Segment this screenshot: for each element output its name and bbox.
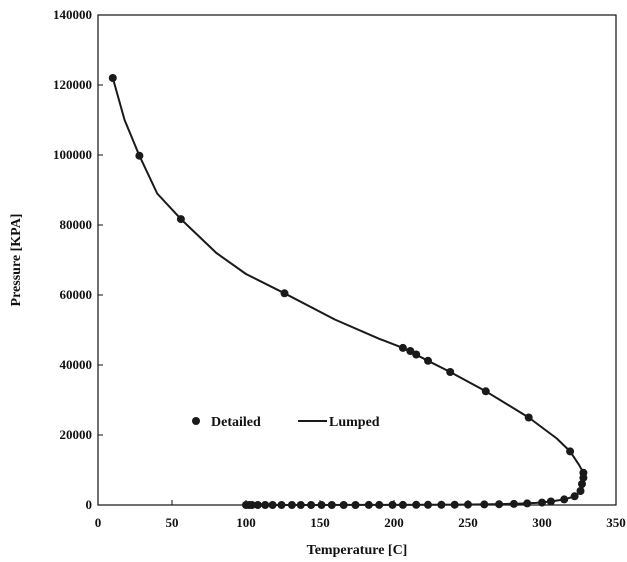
legend-label-detailed: Detailed <box>211 415 261 430</box>
detailed-data-point <box>576 487 585 495</box>
detailed-data-point <box>579 473 588 482</box>
detailed-data-point <box>398 343 407 352</box>
detailed-data-point <box>560 495 569 504</box>
detailed-data-point <box>277 501 286 509</box>
x-tick-label: 350 <box>606 515 626 530</box>
y-tick-label: 40000 <box>60 357 93 372</box>
y-tick-label: 80000 <box>60 217 93 232</box>
detailed-data-point <box>351 501 360 509</box>
x-tick-label: 100 <box>236 515 256 530</box>
legend-marker-detailed <box>192 417 200 425</box>
y-tick-label: 120000 <box>53 77 92 92</box>
detailed-data-point <box>566 447 575 456</box>
x-tick-label: 50 <box>166 515 179 530</box>
detailed-data-point <box>176 215 185 224</box>
detailed-data-point <box>412 350 421 359</box>
x-axis-title: Temperature [C] <box>307 543 408 558</box>
lumped-series-line <box>111 77 586 506</box>
detailed-data-point <box>280 289 289 298</box>
legend: Detailed Lumped <box>192 415 380 430</box>
detailed-data-point <box>339 501 348 509</box>
detailed-data-point <box>480 500 489 509</box>
y-axis-title: Pressure [KPA] <box>9 214 24 307</box>
detailed-data-point <box>509 499 518 508</box>
detailed-data-point <box>375 500 384 509</box>
detailed-data-point <box>135 151 144 160</box>
x-tick-label: 0 <box>95 515 102 530</box>
y-tick-label: 60000 <box>60 287 93 302</box>
plot-area-frame <box>97 14 617 506</box>
detailed-data-point <box>570 492 579 501</box>
detailed-data-point <box>546 497 555 506</box>
detailed-data-point <box>437 500 446 509</box>
detailed-data-point <box>296 501 305 509</box>
detailed-data-point <box>495 500 504 509</box>
detailed-data-point <box>364 500 373 509</box>
detailed-data-point <box>287 501 296 509</box>
detailed-data-point <box>253 501 262 509</box>
detailed-data-point <box>317 501 326 509</box>
detailed-data-point <box>523 499 532 508</box>
detailed-data-point <box>242 501 250 509</box>
legend-label-lumped: Lumped <box>329 415 380 430</box>
x-tick-label: 300 <box>532 515 552 530</box>
detailed-data-point <box>424 356 432 365</box>
x-tick-label: 200 <box>384 515 404 530</box>
y-tick-label: 100000 <box>53 147 92 162</box>
detailed-data-point <box>524 413 533 422</box>
detailed-data-point <box>424 500 432 509</box>
x-tick-label: 250 <box>458 515 478 530</box>
detailed-data-point <box>307 501 316 509</box>
y-tick-label: 140000 <box>53 7 92 22</box>
y-axis-ticks: 0 20000 40000 60000 80000 100000 120000 140000 <box>53 7 103 512</box>
detailed-data-point <box>538 498 546 507</box>
detailed-data-point <box>108 74 117 82</box>
detailed-data-point <box>412 500 421 509</box>
detailed-data-point <box>388 500 397 509</box>
y-tick-label: 20000 <box>60 427 93 442</box>
detailed-data-point <box>327 501 336 509</box>
detailed-data-point <box>268 501 277 509</box>
detailed-data-point <box>398 500 407 509</box>
detailed-data-point <box>406 347 415 355</box>
detailed-data-point <box>450 500 459 509</box>
detailed-data-point <box>481 387 490 396</box>
detailed-data-point <box>261 501 270 509</box>
series-layer <box>108 74 588 509</box>
y-tick-label: 0 <box>86 497 93 512</box>
detailed-data-point <box>446 368 455 376</box>
x-tick-label: 150 <box>310 515 330 530</box>
detailed-data-point <box>464 500 472 509</box>
detailed-data-point <box>578 480 586 488</box>
